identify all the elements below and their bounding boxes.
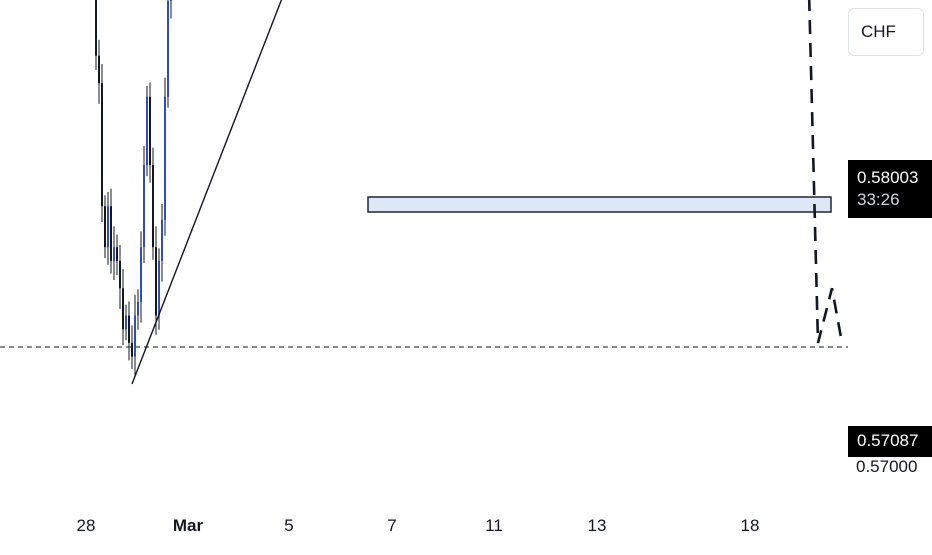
candle [152,148,154,260]
candle [155,226,157,334]
reference-lines [0,0,848,347]
candle-body [137,302,139,316]
x-tick-label: 7 [387,516,396,535]
candle [167,0,169,108]
candle-body [149,97,151,165]
current-price-tag: 0.58003 33:26 [848,160,932,218]
currency-label: CHF [861,22,896,42]
candle [104,195,106,258]
candle-body [155,247,157,315]
support-zone-layer [368,197,831,212]
candle [149,83,151,183]
candle [140,231,142,322]
candle-body [110,206,112,261]
candle-body [98,56,100,83]
candle [98,40,100,104]
candle-body [158,261,160,316]
support-zone [368,197,831,212]
candle-body [164,97,166,220]
candle [170,0,172,19]
x-tick-label: 11 [485,516,503,535]
candle-body [95,0,97,56]
target-price-value: 0.57087 [857,431,918,450]
candle [101,64,103,222]
candle [116,235,118,275]
candle [110,189,112,274]
candle-body [128,316,130,343]
candle [107,192,109,265]
x-tick-label: 13 [588,516,607,535]
target-price-tag: 0.57087 [848,426,932,457]
candle [143,146,145,263]
candle-body [161,220,163,261]
candle-body [143,165,145,247]
x-axis: 28 Mar 5 7 11 13 18 [77,516,760,535]
candle [134,295,136,376]
candle-body [119,261,121,288]
candle [146,86,148,176]
candle [122,269,124,345]
candle [164,78,166,236]
candle-body [146,97,148,165]
currency-button[interactable]: CHF [848,8,924,56]
candle-body [113,247,115,261]
candle-body [116,247,118,261]
candle-body [125,316,127,330]
candle [95,0,97,70]
current-price-value: 0.58003 [857,167,932,189]
candle-body [170,0,172,1]
candle-body [152,165,154,247]
candle-body [107,206,109,247]
candle [131,325,133,369]
y-axis: 0.584000.582000.578000.576000.574000.572… [856,0,917,476]
candle [128,301,130,360]
candle-body [140,247,142,302]
candle-body [101,83,103,206]
candle-body [104,206,106,247]
candle-body [122,288,124,329]
candle [125,305,127,341]
x-tick-label: Mar [173,516,204,535]
x-tick-label: 5 [284,516,293,535]
candle-body [167,1,169,97]
candle [137,289,139,329]
candle-body [131,343,133,357]
candle-countdown: 33:26 [857,189,932,211]
x-tick-label: 28 [77,516,96,535]
candle [113,226,115,280]
candle-body [134,316,136,357]
channel-lower-line [132,0,712,384]
x-tick-label: 18 [741,516,760,535]
projection-path [750,0,842,343]
candles [2,0,769,376]
candle [119,245,121,309]
trend-drawings [78,0,842,384]
candle [161,204,163,282]
y-tick-label: 0.57000 [856,457,917,476]
